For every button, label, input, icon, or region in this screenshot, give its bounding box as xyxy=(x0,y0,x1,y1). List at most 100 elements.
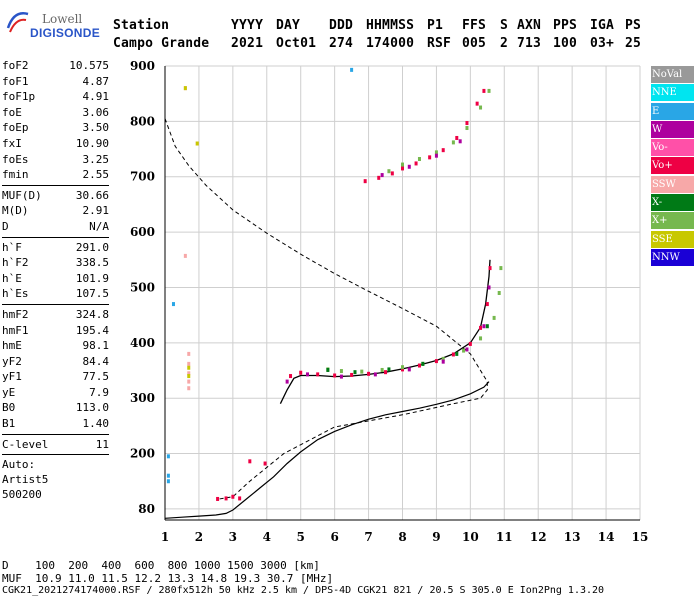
x-tick-label: 15 xyxy=(632,530,649,544)
x-tick-label: 7 xyxy=(364,530,372,544)
y-tick-label: 700 xyxy=(130,170,155,184)
data-point xyxy=(434,150,438,155)
data-point xyxy=(183,86,187,91)
param-row: MUF(D) 30.66 xyxy=(2,188,109,204)
header-row2-field: Oct01 xyxy=(276,36,317,51)
data-point xyxy=(166,479,170,484)
data-point xyxy=(187,374,191,379)
data-point xyxy=(497,291,501,295)
legend-item: E xyxy=(651,102,694,120)
param-label: foF1p xyxy=(2,90,36,104)
param-value: 2.91 xyxy=(82,204,110,218)
param-value: 113.0 xyxy=(75,401,109,415)
x-tick-label: 2 xyxy=(195,530,203,544)
param-label: B0 xyxy=(2,401,16,415)
param-label: fmin xyxy=(2,168,29,182)
param-label: foF2 xyxy=(2,59,29,72)
param-value: 4.87 xyxy=(82,74,110,88)
param-row: hmF1 195.4 xyxy=(2,323,109,339)
legend-item: Vo- xyxy=(651,139,694,157)
param-row: hmE 98.1 xyxy=(2,338,109,354)
data-point xyxy=(333,373,337,378)
header-row2-field: 03+ xyxy=(590,36,615,51)
param-value: 10.575 xyxy=(69,59,109,72)
autoscaling-text: Auto: xyxy=(2,458,36,472)
param-value: 11 xyxy=(95,437,109,451)
param-value: 7.9 xyxy=(89,385,109,399)
param-value: 30.66 xyxy=(75,188,109,202)
param-value: 338.5 xyxy=(75,256,109,270)
data-point xyxy=(458,139,462,144)
param-row: h`Es 107.5 xyxy=(2,286,109,302)
data-point xyxy=(468,341,472,346)
header-row2-field: 174000 xyxy=(366,36,415,51)
param-label: hmF1 xyxy=(2,323,29,337)
data-point xyxy=(462,348,466,353)
data-point xyxy=(492,315,496,320)
data-point xyxy=(465,126,469,131)
data-point xyxy=(390,171,394,176)
data-point xyxy=(187,351,191,356)
x-tick-label: 3 xyxy=(229,530,237,544)
param-value: 10.90 xyxy=(75,136,109,150)
data-point xyxy=(299,370,303,375)
profile-dashed-line xyxy=(164,118,488,500)
data-point xyxy=(488,266,492,271)
param-row: foF1p 4.91 xyxy=(2,89,109,105)
y-tick-label: 80 xyxy=(138,502,155,516)
x-tick-label: 10 xyxy=(462,530,479,544)
x-tick-label: 12 xyxy=(530,530,547,544)
data-point xyxy=(289,374,293,379)
header-row2-field: Campo Grande xyxy=(113,36,210,51)
header-row2-field: RSF xyxy=(427,36,452,51)
header-row1-field: FFS xyxy=(462,18,487,33)
param-value: 3.50 xyxy=(82,121,110,135)
autoscaling-text: Artist5 xyxy=(2,473,49,487)
data-point xyxy=(487,88,491,93)
data-point xyxy=(387,367,391,372)
param-value: 324.8 xyxy=(75,307,109,321)
data-point xyxy=(421,361,425,366)
data-point xyxy=(326,367,330,372)
data-point xyxy=(441,356,445,361)
data-point xyxy=(363,179,367,184)
data-point xyxy=(434,153,438,158)
param-label: hmE xyxy=(2,339,22,353)
data-point xyxy=(479,336,483,341)
data-point xyxy=(441,359,445,364)
data-point xyxy=(187,361,191,366)
param-row: C-level 11 xyxy=(2,437,109,453)
data-point xyxy=(455,351,459,356)
param-row: foEs 3.25 xyxy=(2,152,109,168)
data-point xyxy=(171,302,175,307)
param-value: 84.4 xyxy=(82,354,110,368)
data-point xyxy=(353,370,357,375)
logo-line2: DIGISONDE xyxy=(30,26,101,40)
param-divider xyxy=(2,236,109,238)
data-point xyxy=(238,496,242,501)
data-point xyxy=(187,386,191,391)
f2-trace-line xyxy=(279,259,491,404)
param-row: hmF2 324.8 xyxy=(2,307,109,323)
header-row2-field: 2 xyxy=(500,36,509,51)
data-point xyxy=(479,105,483,110)
param-divider xyxy=(2,454,109,456)
param-row: foE 3.06 xyxy=(2,105,109,121)
data-point xyxy=(401,162,404,167)
param-label: foF1 xyxy=(2,74,29,88)
parameter-panel: foF2 10.575 foF1 4.87 foF1p 4.91 foE 3.06 foEp 3.… xyxy=(2,58,109,502)
param-row: h`F2 338.5 xyxy=(2,255,109,271)
header-row1-field: Station xyxy=(113,18,170,33)
header-row1-field: PS xyxy=(625,18,642,33)
param-row: yE 7.9 xyxy=(2,385,109,401)
param-label: h`F2 xyxy=(2,256,29,270)
data-point xyxy=(183,253,187,258)
x-tick-label: 11 xyxy=(496,530,513,544)
param-value: 195.4 xyxy=(75,323,109,337)
x-tick-label: 1 xyxy=(161,530,169,544)
data-point xyxy=(166,454,170,459)
param-row: D N/A xyxy=(2,219,109,235)
data-point xyxy=(455,135,459,140)
footer-file-info: CGK21_2021274174000.RSF / 280fx512h 50 k… xyxy=(2,585,605,596)
data-point xyxy=(384,370,388,375)
